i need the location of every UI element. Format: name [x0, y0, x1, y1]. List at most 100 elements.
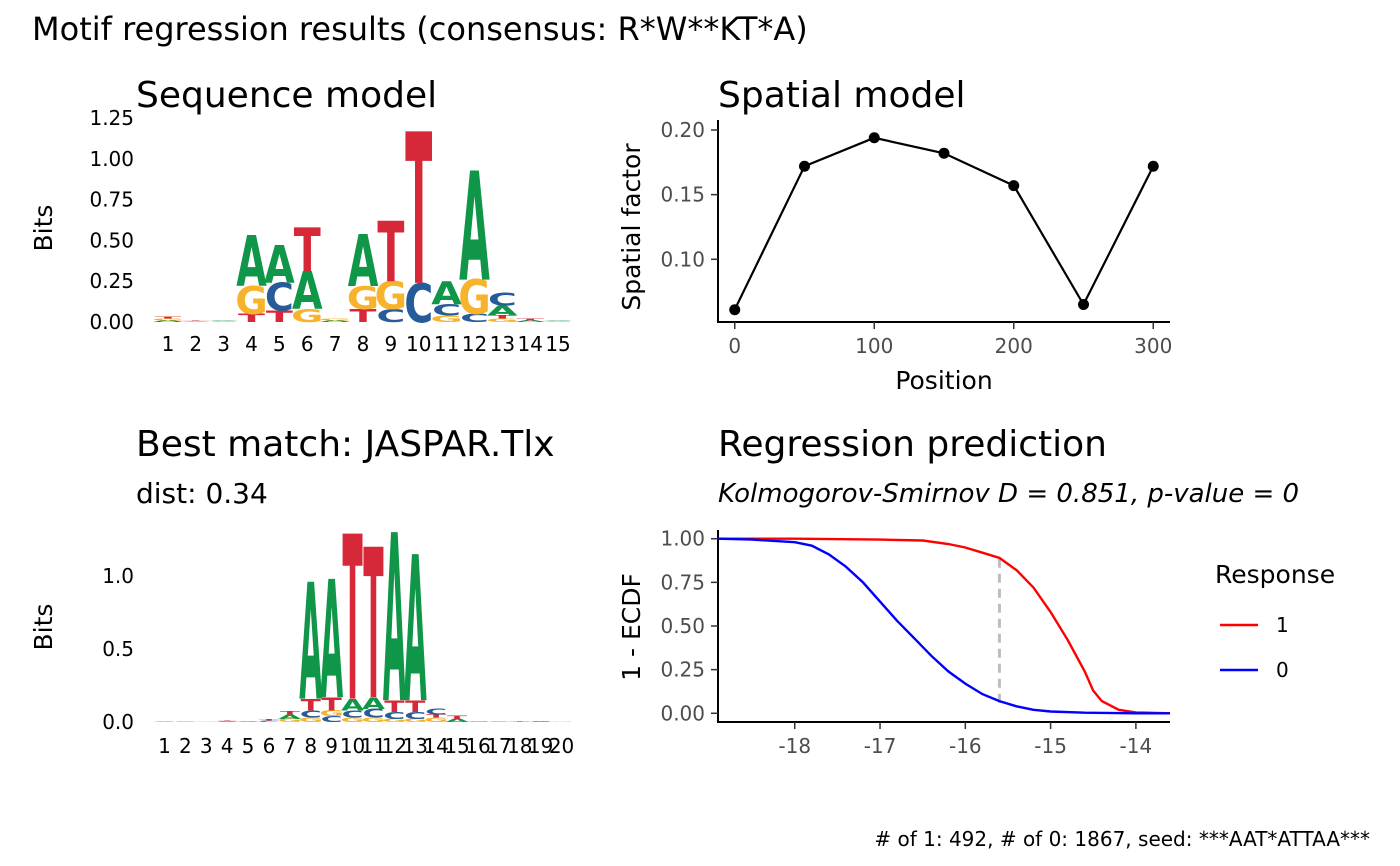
logo-letter-T: T: [489, 315, 517, 320]
logo-letter-G: G: [375, 275, 407, 319]
series-line-response-1: [718, 537, 1171, 715]
best-match-subtitle: dist: 0.34: [136, 477, 268, 510]
logo-letter-C: C: [460, 312, 489, 325]
x-tick-label: -15: [1034, 734, 1067, 758]
logo-letter-G: G: [403, 718, 427, 723]
spatial-point: [1008, 180, 1020, 192]
logo-letter-T: T: [377, 206, 404, 302]
legend-label-response-1: 1: [1276, 613, 1289, 637]
logo-letter-A: A: [487, 721, 511, 722]
x-tick-label: 7: [283, 734, 296, 758]
logo-letter-A: A: [348, 219, 379, 303]
best-match-yticks: 0.0 0.5 1.0: [102, 564, 134, 734]
logo-letter-T: T: [363, 505, 383, 746]
logo-letter-T: T: [447, 715, 468, 720]
logo-letter-A: A: [299, 551, 322, 737]
x-tick-label: 1: [162, 332, 175, 356]
logo-letter-C: C: [432, 301, 461, 319]
x-tick-label: -17: [864, 734, 897, 758]
logo-letter-G: G: [486, 318, 518, 323]
logo-letter-A: A: [278, 714, 302, 721]
logo-letter-C: C: [216, 720, 238, 721]
logo-letter-T: T: [517, 318, 544, 321]
y-tick-label: 0.25: [660, 658, 705, 682]
spatial-model-points: [729, 132, 1159, 316]
logo-letter-T: T: [405, 91, 432, 333]
logo-letter-T: T: [154, 317, 181, 320]
x-tick-label: 3: [200, 734, 213, 758]
logo-letter-G: G: [291, 306, 323, 326]
logo-letter-A: A: [529, 721, 553, 722]
x-tick-label: 9: [384, 332, 397, 356]
x-tick-label: 300: [1134, 334, 1172, 358]
logo-letter-A: A: [153, 320, 184, 323]
spatial-model-title: Spatial model: [718, 75, 965, 116]
spatial-model-panel: Spatial model Spatial factor Position 0 1…: [617, 75, 1172, 395]
main-title: Motif regression results (consensus: R*W…: [32, 10, 808, 48]
logo-letter-T: T: [510, 721, 531, 722]
logo-letter-G: G: [458, 272, 490, 326]
logo-letter-A: A: [383, 487, 406, 755]
y-tick-label: 1.00: [660, 527, 705, 551]
x-tick-label: 6: [263, 734, 276, 758]
y-tick-label: 0.75: [660, 570, 705, 594]
y-tick-label: 1.0: [102, 564, 134, 588]
regression-ylabel: 1 - ECDF: [617, 573, 646, 681]
logo-letter-T: T: [266, 308, 294, 326]
x-tick-label: 1: [158, 734, 171, 758]
spatial-point: [868, 132, 880, 144]
logo-letter-A: A: [264, 235, 295, 296]
logo-letter-A: A: [236, 223, 267, 303]
y-tick-label: 0.25: [89, 269, 134, 293]
x-tick-label: 12: [462, 332, 487, 356]
logo-letter-A: A: [237, 720, 261, 721]
regression-ticks: -18 -17 -16 -15 -14 0.00 0.25 0.50 0.75 1.00: [660, 527, 1152, 758]
logo-letter-A: A: [320, 320, 351, 323]
logo-letter-C: C: [404, 710, 426, 722]
y-tick-label: 0.0: [102, 710, 134, 734]
logo-letter-A: A: [153, 721, 177, 722]
logo-letter-A: A: [487, 303, 518, 318]
y-tick-label: 0.00: [89, 310, 134, 334]
x-tick-label: 17: [486, 734, 511, 758]
logo-letter-G: G: [361, 717, 385, 724]
logo-letter-T: T: [182, 320, 209, 321]
x-tick-label: 14: [423, 734, 448, 758]
spatial-model-line: [733, 136, 1155, 311]
x-tick-label: 8: [357, 332, 370, 356]
logo-letter-G: G: [319, 709, 343, 718]
spatial-point: [1078, 299, 1090, 311]
sequence-model-panel: Sequence model Bits 0.00 0.25 0.50 0.75 1.00…: [29, 75, 574, 356]
logo-letter-T: T: [301, 696, 322, 715]
y-tick-label: 0.50: [660, 614, 705, 638]
logo-letter-G: G: [235, 280, 267, 324]
sequence-model-yticks: 0.00 0.25 0.50 0.75 1.00 1.25: [89, 106, 134, 334]
x-tick-label: 18: [507, 734, 532, 758]
x-tick-label: 100: [855, 334, 893, 358]
spatial-point: [1147, 160, 1159, 172]
logo-letter-A: A: [446, 718, 470, 723]
logo-letter-A: A: [341, 696, 365, 715]
x-tick-label: 6: [301, 332, 314, 356]
best-match-panel: Best match: JASPAR.Tlx dist: 0.34 Bits 0…: [29, 424, 574, 758]
logo-letter-A: A: [431, 276, 462, 312]
logo-letter-A: A: [515, 320, 546, 323]
regression-title: Regression prediction: [718, 424, 1107, 465]
x-tick-label: 20: [549, 734, 574, 758]
legend-title: Response: [1215, 560, 1335, 589]
logo-letter-G: G: [340, 717, 364, 724]
x-tick-label: 10: [340, 734, 365, 758]
best-match-letters: ACGACTGACTGATGCTACGTAGCATGCATGCTAGCTAGTC…: [153, 487, 574, 755]
logo-letter-G: G: [319, 318, 351, 321]
y-tick-label: 0.15: [660, 183, 705, 207]
spatial-model-ylabel: Spatial factor: [617, 143, 646, 311]
logo-letter-A: A: [180, 321, 211, 322]
logo-letter-A: A: [292, 261, 323, 322]
logo-letter-T: T: [238, 312, 265, 325]
sequence-model-xticks: 1 2 3 4 5 6 7 8 9 10 11 12 13 14 15: [162, 332, 571, 356]
logo-letter-A: A: [543, 320, 574, 321]
spatial-model-xlabel: Position: [895, 366, 992, 395]
logo-letter-T: T: [350, 306, 377, 326]
